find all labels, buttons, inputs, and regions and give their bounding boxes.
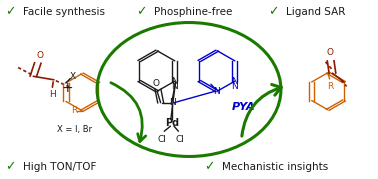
FancyArrowPatch shape	[242, 84, 281, 136]
Text: N: N	[213, 87, 220, 96]
Text: O: O	[327, 48, 333, 57]
Text: Facile synthesis: Facile synthesis	[23, 7, 105, 17]
Text: N: N	[231, 82, 238, 91]
Text: ✓: ✓	[136, 6, 147, 18]
Text: O: O	[153, 79, 160, 88]
Text: Ligand SAR: Ligand SAR	[286, 7, 345, 17]
Text: +: +	[61, 81, 73, 95]
Text: N: N	[231, 77, 238, 86]
Text: Mechanistic insights: Mechanistic insights	[222, 162, 328, 172]
FancyArrowPatch shape	[111, 83, 146, 142]
Text: ✓: ✓	[268, 6, 278, 18]
Text: Cl: Cl	[158, 135, 167, 144]
Text: H: H	[49, 90, 56, 98]
Text: PYA: PYA	[232, 102, 255, 112]
Text: X: X	[70, 72, 76, 81]
Text: N: N	[169, 98, 176, 107]
Text: X = I, Br: X = I, Br	[57, 125, 92, 134]
Text: R: R	[327, 82, 333, 91]
Text: R: R	[71, 106, 77, 115]
Text: ✓: ✓	[5, 161, 15, 173]
Text: N: N	[172, 82, 178, 91]
Text: Cl: Cl	[176, 135, 184, 144]
Text: O: O	[36, 50, 43, 60]
Text: Pd: Pd	[165, 118, 179, 128]
Text: ✓: ✓	[204, 161, 214, 173]
Text: N: N	[172, 77, 178, 86]
Text: Phosphine-free: Phosphine-free	[155, 7, 233, 17]
Text: High TON/TOF: High TON/TOF	[23, 162, 96, 172]
Text: ✓: ✓	[5, 6, 15, 18]
